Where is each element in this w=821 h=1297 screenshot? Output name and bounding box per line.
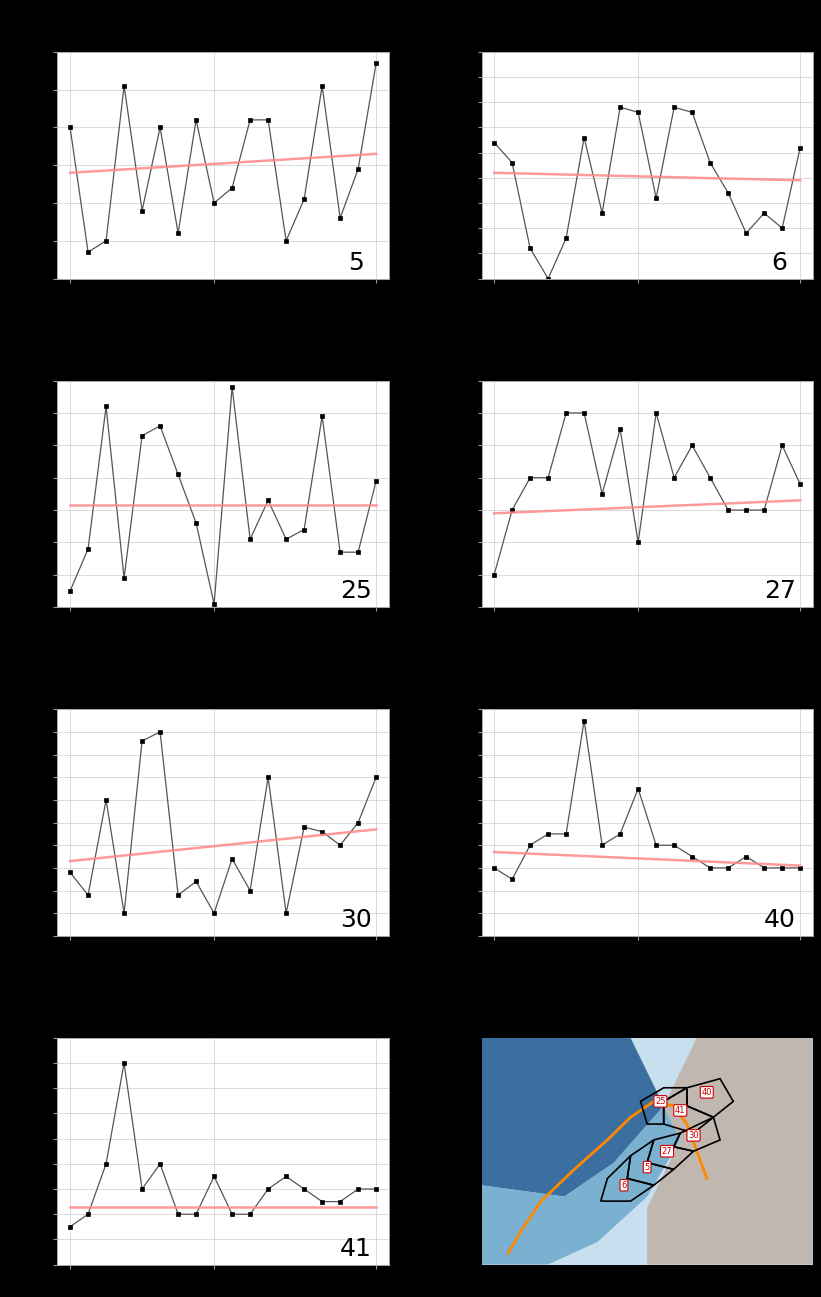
Text: 25: 25 [340,580,371,603]
Polygon shape [647,1038,813,1265]
Text: 41: 41 [675,1106,686,1115]
Text: 40: 40 [764,908,796,933]
Text: 5: 5 [348,250,364,275]
Text: 5: 5 [644,1162,649,1171]
Text: 41: 41 [340,1237,372,1261]
Text: 6: 6 [772,250,787,275]
Text: 40: 40 [701,1088,712,1097]
Text: 27: 27 [662,1147,672,1156]
Text: 30: 30 [688,1131,699,1140]
Polygon shape [481,1038,663,1197]
Text: 25: 25 [655,1097,666,1106]
Text: 27: 27 [764,580,796,603]
Text: 6: 6 [621,1180,626,1189]
Polygon shape [481,1106,681,1265]
Text: 30: 30 [340,908,371,933]
